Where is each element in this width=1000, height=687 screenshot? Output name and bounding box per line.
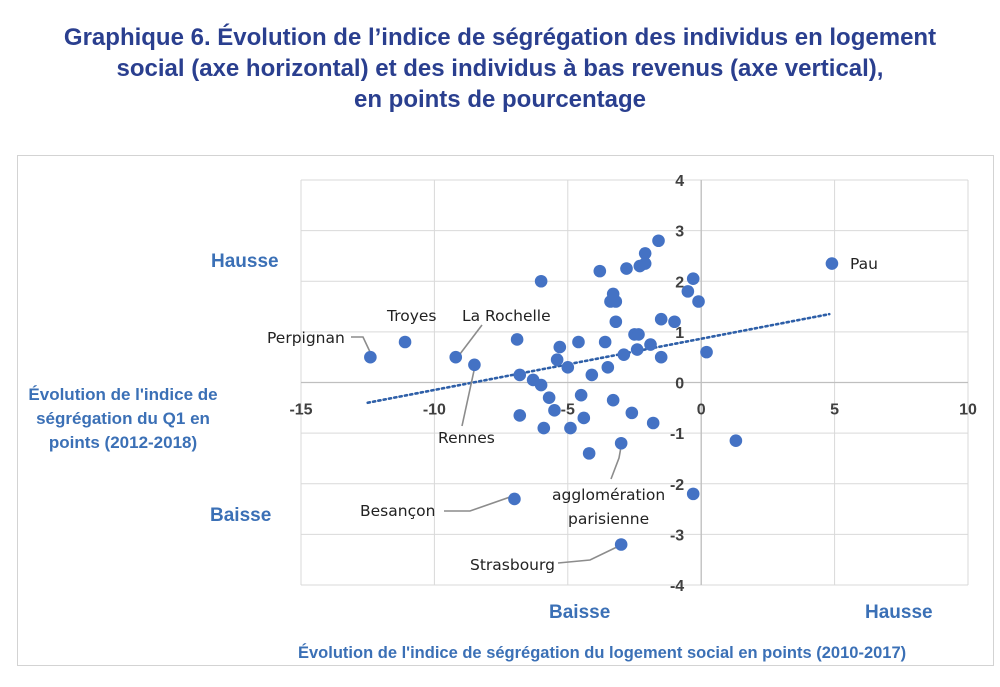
leader-line [351, 336, 372, 355]
trendline [366, 312, 831, 405]
trendline-layer [366, 312, 831, 405]
title-line-1: Graphique 6. Évolution de l’indice de sé… [63, 24, 937, 51]
data-point [654, 350, 668, 364]
leader-line [444, 496, 511, 512]
data-point-agglom-ration-parisienne [614, 436, 628, 450]
data-point [729, 434, 743, 448]
data-point [534, 378, 548, 392]
leader-line [459, 324, 483, 355]
data-point [598, 335, 612, 349]
data-point [638, 257, 652, 270]
y-tick-label: 0 [675, 376, 684, 393]
data-point [620, 262, 633, 275]
data-point-perpignan [364, 350, 377, 364]
data-point [646, 416, 660, 430]
data-point [625, 406, 639, 420]
data-point-la-rochelle [449, 350, 463, 364]
data-point [606, 393, 620, 407]
point-label: Rennes [438, 429, 495, 447]
data-point [513, 409, 527, 422]
y-tick-label: 2 [675, 274, 684, 291]
data-point [537, 421, 551, 435]
data-point [548, 404, 561, 417]
leader-line [557, 545, 620, 564]
point-label: parisienne [568, 510, 649, 528]
data-point [561, 361, 575, 374]
data-point [534, 274, 548, 288]
data-point [574, 388, 588, 402]
data-points [364, 234, 839, 551]
x-tick-label: 10 [959, 402, 977, 419]
data-point [630, 343, 644, 356]
data-point [577, 411, 591, 425]
chart-title: Graphique 6. Évolution de l’indice de sé… [0, 22, 1000, 115]
title-line-2: social (axe horizontal) et des individus… [116, 55, 884, 82]
y-axis-title: Évolution de l'indice de ségrégation du … [28, 385, 218, 452]
data-point [510, 333, 524, 346]
point-label: Besançon [360, 502, 435, 520]
data-point [601, 361, 615, 374]
data-point [644, 338, 657, 351]
x-tick-label: 0 [697, 402, 706, 419]
data-point-rennes [468, 358, 481, 372]
leader-line [461, 365, 476, 427]
point-label: Troyes [386, 307, 437, 325]
data-point [668, 315, 681, 329]
y-tick-label: 3 [675, 224, 684, 241]
data-point [632, 328, 645, 341]
y-tick-label: -2 [670, 477, 684, 494]
y-increase-label: Hausse [211, 251, 279, 272]
title-line-3: en points de pourcentage [353, 86, 647, 113]
data-point [681, 285, 695, 298]
data-point [585, 368, 599, 382]
x-tick-label: -5 [561, 402, 575, 419]
x-decrease-label: Baisse [549, 602, 611, 623]
point-label: Strasbourg [470, 556, 555, 574]
data-point [652, 234, 665, 248]
data-point [686, 272, 700, 286]
point-labels: Perpignan Troyes La Rochelle Rennes Besançon… [267, 255, 878, 574]
point-label: La Rochelle [462, 307, 551, 325]
data-point [513, 368, 527, 382]
y-decrease-label: Baisse [210, 505, 272, 526]
data-point [593, 264, 607, 278]
y-tick-label: -1 [670, 426, 684, 443]
data-point-pau [825, 257, 839, 270]
data-point [582, 447, 596, 460]
point-label: Perpignan [267, 329, 345, 347]
axes [301, 180, 968, 585]
data-point [572, 335, 585, 349]
y-tick-label: 4 [675, 173, 684, 190]
data-point [564, 421, 577, 435]
leader-line [610, 446, 622, 480]
point-label: agglomération [552, 486, 665, 504]
y-tick-label: 1 [675, 325, 684, 342]
data-point [686, 487, 700, 501]
data-point [542, 391, 556, 404]
data-point [609, 295, 623, 308]
data-point-besan-on [508, 492, 521, 506]
y-tick-label: -3 [670, 527, 684, 544]
data-point [550, 353, 564, 367]
data-point [638, 247, 652, 260]
point-label: Pau [850, 255, 878, 273]
y-tick-label: -4 [670, 578, 684, 595]
x-tick-label: 5 [830, 402, 839, 419]
x-tick-label: -15 [289, 402, 312, 419]
x-increase-label: Hausse [865, 602, 933, 623]
data-point [654, 312, 668, 326]
x-axis-title: Évolution de l'indice de ségrégation du … [298, 644, 907, 662]
data-point [692, 295, 705, 308]
data-point-strasbourg [614, 538, 628, 551]
data-point-troyes [398, 335, 412, 349]
x-tick-label: -10 [423, 402, 446, 419]
chart-frame [17, 155, 994, 666]
data-point [700, 345, 713, 359]
leader-lines [351, 324, 622, 564]
data-point [617, 348, 631, 361]
data-point [553, 340, 567, 354]
data-point [609, 315, 623, 329]
